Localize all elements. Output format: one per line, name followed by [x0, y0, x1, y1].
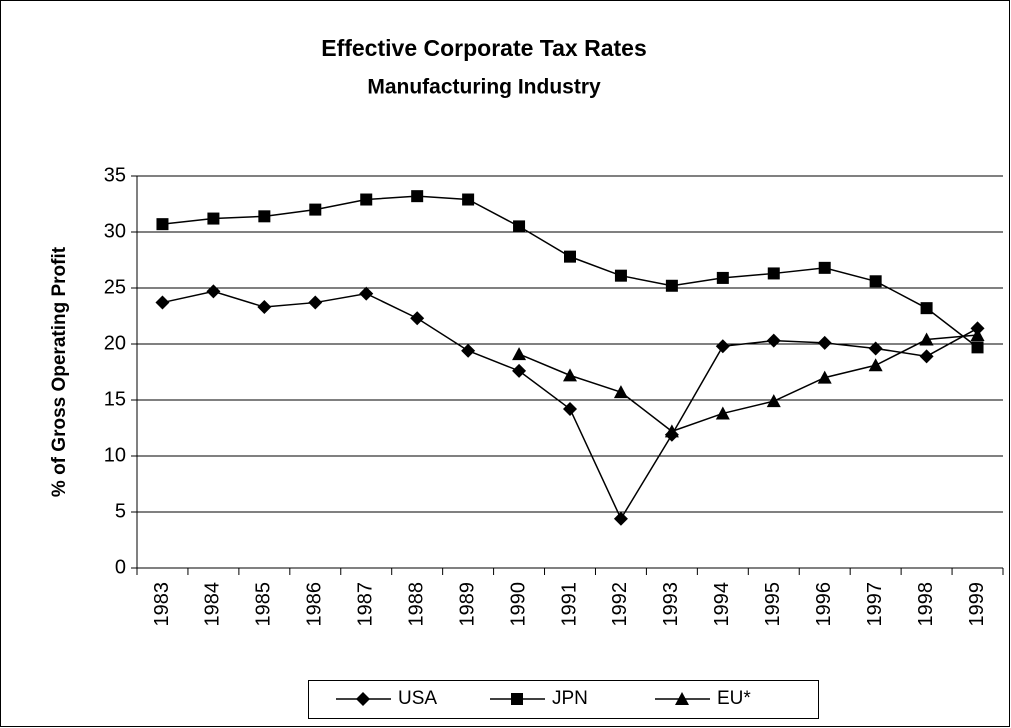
- y-tick-label: 30: [104, 220, 126, 242]
- marker-diamond: [308, 295, 323, 310]
- marker-diamond: [206, 284, 221, 299]
- x-tick-label: 1997: [864, 582, 886, 627]
- legend-box: [308, 680, 819, 719]
- marker-square: [564, 250, 576, 263]
- marker-triangle: [664, 424, 679, 438]
- marker-triangle: [817, 370, 832, 384]
- marker-diamond: [817, 335, 832, 350]
- x-tick-label: 1994: [711, 582, 733, 627]
- x-tick-label: 1988: [405, 582, 427, 627]
- legend-label: EU*: [717, 688, 751, 709]
- y-tick-label: 15: [104, 388, 126, 410]
- y-tick-label: 35: [104, 164, 126, 186]
- marker-square: [411, 190, 424, 203]
- marker-square: [920, 302, 933, 315]
- y-tick-label: 10: [104, 444, 126, 466]
- marker-square: [767, 267, 780, 280]
- marker-diamond: [868, 341, 883, 356]
- marker-square: [818, 261, 831, 274]
- x-tick-label: 1983: [151, 582, 173, 627]
- x-tick-label: 1999: [966, 582, 988, 627]
- marker-square: [971, 341, 984, 354]
- x-tick-label: 1991: [558, 582, 580, 627]
- marker-diamond: [410, 311, 425, 326]
- marker-square: [614, 269, 627, 282]
- marker-diamond: [715, 339, 730, 354]
- marker-triangle: [715, 406, 730, 420]
- y-tick-label: 5: [115, 500, 126, 522]
- marker-square: [462, 193, 475, 206]
- x-tick-label: 1996: [813, 582, 835, 627]
- marker-triangle: [868, 358, 883, 372]
- legend-label: USA: [398, 688, 437, 709]
- marker-square: [513, 220, 526, 233]
- marker-square: [360, 193, 373, 206]
- marker-diamond: [359, 286, 374, 301]
- y-tick-label: 20: [104, 332, 126, 354]
- marker-triangle: [675, 692, 689, 705]
- marker-diamond: [563, 401, 577, 416]
- marker-triangle: [766, 394, 781, 408]
- marker-diamond: [512, 363, 527, 378]
- marker-diamond: [766, 333, 781, 348]
- marker-triangle: [919, 332, 934, 346]
- marker-square: [156, 218, 169, 231]
- marker-square: [258, 210, 271, 223]
- marker-square: [207, 212, 220, 225]
- x-tick-label: 1984: [202, 582, 224, 627]
- marker-diamond: [257, 300, 272, 315]
- y-axis-label: % of Gross Operating Profit: [49, 246, 70, 497]
- y-tick-label: 25: [104, 276, 126, 298]
- x-tick-label: 1992: [609, 582, 631, 627]
- marker-diamond: [461, 343, 476, 358]
- marker-triangle: [970, 328, 985, 342]
- x-tick-label: 1986: [304, 582, 326, 627]
- marker-square: [869, 275, 882, 288]
- marker-triangle: [563, 368, 577, 382]
- x-tick-label: 1993: [660, 582, 682, 627]
- x-tick-label: 1987: [355, 582, 377, 627]
- marker-diamond: [356, 692, 370, 706]
- series-line: [518, 334, 978, 433]
- marker-square: [716, 271, 729, 284]
- marker-square: [309, 203, 322, 216]
- marker-diamond: [155, 295, 170, 310]
- x-tick-label: 1990: [507, 582, 529, 627]
- x-tick-label: 1989: [456, 582, 478, 627]
- y-tick-label: 0: [115, 556, 126, 578]
- x-tick-label: 1998: [915, 582, 937, 627]
- marker-square: [511, 693, 523, 705]
- marker-triangle: [613, 385, 628, 399]
- marker-square: [665, 279, 678, 292]
- x-tick-label: 1995: [762, 582, 784, 627]
- chart-title: Effective Corporate Tax Rates: [321, 35, 647, 61]
- x-tick-label: 1985: [253, 582, 275, 627]
- chart-subtitle: Manufacturing Industry: [367, 76, 601, 99]
- marker-diamond: [613, 511, 628, 526]
- legend-label: JPN: [552, 688, 588, 709]
- marker-triangle: [512, 347, 527, 361]
- marker-diamond: [919, 349, 934, 364]
